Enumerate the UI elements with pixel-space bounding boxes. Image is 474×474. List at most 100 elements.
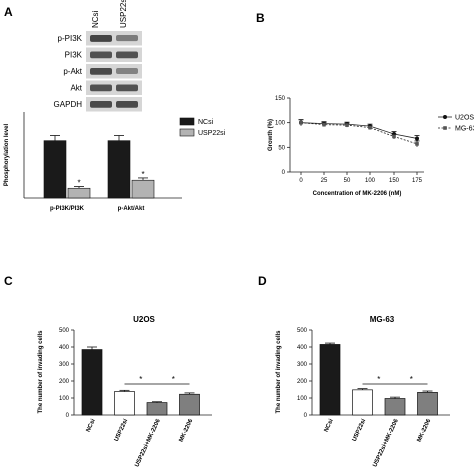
d-y-tick-label-200: 200 bbox=[297, 379, 308, 385]
chart-c-u2os-invasion: 0 100 200 300 400 500 U2OS The number of invadi… bbox=[38, 315, 212, 468]
d-category-label-ncsi: NCsi bbox=[324, 418, 335, 433]
b-x-label: Concentration of MK-2206 (nM) bbox=[313, 191, 402, 197]
b-y-tick-label-0: 0 bbox=[282, 170, 286, 176]
b-x-tick-label-50: 50 bbox=[344, 178, 351, 184]
d-y-tick-label-400: 400 bbox=[297, 345, 308, 351]
d-y-label: The number of invading cells bbox=[276, 330, 282, 414]
b-point-mg-63-50 bbox=[345, 123, 349, 127]
b-point-mg-63-100 bbox=[368, 125, 372, 130]
d-y-tick-label-100: 100 bbox=[297, 396, 308, 402]
c-category-label-mk-2206: MK-2206 bbox=[178, 418, 194, 444]
c-y-tick-label-200: 200 bbox=[59, 379, 70, 385]
d-y-tick-label-300: 300 bbox=[297, 362, 308, 368]
blot-band-p-akt-lane2 bbox=[116, 68, 138, 74]
blot-band-pi3k-lane1 bbox=[90, 51, 112, 59]
blot-band-p-pi3k-lane1 bbox=[90, 35, 112, 42]
blot-band-gapdh-lane2 bbox=[116, 101, 138, 108]
c-category-label-ncsi: NCsi bbox=[86, 418, 97, 433]
c-title: U2OS bbox=[133, 315, 155, 324]
b-point-u2os-175 bbox=[415, 136, 419, 141]
western-blot: NCsi USP22si p-PI3K PI3K p-Akt Akt GAPDH bbox=[54, 0, 142, 112]
panel-label-a: A bbox=[4, 5, 13, 19]
c-significance-mark-1: * bbox=[139, 375, 142, 384]
b-legend-marker-mg-63 bbox=[443, 126, 447, 130]
d-bar-ncsi bbox=[319, 344, 341, 416]
blot-band-p-pi3k-lane2 bbox=[116, 35, 138, 42]
a-y-label: Phosphorylation level bbox=[4, 124, 10, 187]
b-point-mg-63-150 bbox=[392, 134, 396, 139]
d-category-label-usp22si: USP22si bbox=[352, 418, 368, 443]
a-legend-label-usp22si: USP22si bbox=[198, 130, 226, 137]
c-y-label: The number of invading cells bbox=[38, 330, 44, 414]
c-y-tick-label-300: 300 bbox=[59, 362, 70, 368]
blot-lane-ncsi: NCsi bbox=[91, 10, 100, 28]
c-bar-usp22si-mk-2206 bbox=[146, 402, 168, 416]
b-x-tick-label-25: 25 bbox=[321, 178, 328, 184]
b-line-u2os bbox=[300, 122, 418, 139]
panel-label-d: D bbox=[258, 274, 267, 288]
blot-band-akt-lane1 bbox=[90, 84, 112, 92]
blot-label-p-pi3k: p-PI3K bbox=[58, 34, 83, 43]
c-significance-mark-2: * bbox=[172, 375, 175, 384]
panel-label-b: B bbox=[256, 11, 265, 25]
panel-label-c: C bbox=[4, 274, 13, 288]
blot-band-akt-lane2 bbox=[116, 84, 138, 92]
a-legend-swatch-usp22si bbox=[179, 128, 195, 137]
b-y-tick-label-150: 150 bbox=[275, 96, 286, 102]
b-legend-label-u2os: U2OS bbox=[455, 115, 474, 122]
b-point-mg-63-175 bbox=[415, 142, 419, 146]
a-significance-p-pi3k-pi3k: * bbox=[77, 179, 80, 188]
blot-label-pi3k: PI3K bbox=[65, 51, 83, 60]
a-category-label-p-akt-akt: p-Akt/Akt bbox=[118, 206, 145, 212]
d-y-tick-label-0: 0 bbox=[304, 413, 308, 419]
a-category-label-p-pi3k-pi3k: p-PI3K/PI3K bbox=[50, 206, 85, 212]
c-y-tick-label-400: 400 bbox=[59, 345, 70, 351]
blot-label-gapdh: GAPDH bbox=[54, 100, 83, 109]
b-y-label: Growth (%) bbox=[268, 119, 274, 151]
b-x-tick-label-100: 100 bbox=[365, 178, 376, 184]
chart-b-growth: 0 50 100 150 0 25 50 100 150 175 Concentration of … bbox=[268, 96, 474, 197]
b-x-tick-label-0: 0 bbox=[299, 178, 303, 184]
a-legend-swatch-ncsi bbox=[179, 117, 195, 126]
b-legend-marker-u2os bbox=[443, 115, 447, 119]
c-category-label-usp22si: USP22si bbox=[114, 418, 130, 443]
a-bar-p-pi3k-pi3k-usp22si bbox=[67, 187, 91, 199]
b-x-tick-label-150: 150 bbox=[389, 178, 400, 184]
c-category-label-usp22si-mk-2206: USP22si+MK-2206 bbox=[134, 418, 162, 468]
d-bar-usp22si bbox=[352, 389, 373, 416]
a-bar-p-akt-akt-ncsi bbox=[107, 140, 131, 199]
b-x-tick-label-175: 175 bbox=[412, 178, 423, 184]
blot-label-p-akt: p-Akt bbox=[63, 67, 82, 76]
c-y-tick-label-0: 0 bbox=[66, 413, 70, 419]
blot-lane-usp22si: USP22si bbox=[119, 0, 128, 28]
chart-d-mg63-invasion: 0 100 200 300 400 500 MG-63 The number of invad… bbox=[276, 315, 450, 468]
c-y-tick-label-500: 500 bbox=[59, 328, 70, 334]
blot-strip-akt bbox=[86, 80, 142, 95]
a-significance-p-akt-akt: * bbox=[141, 170, 144, 179]
blot-band-p-akt-lane1 bbox=[90, 68, 112, 75]
b-y-tick-label-100: 100 bbox=[275, 121, 286, 127]
b-y-tick-label-50: 50 bbox=[278, 145, 285, 151]
blot-strip-pi3k bbox=[86, 47, 142, 62]
blot-strip-gapdh bbox=[86, 97, 142, 112]
c-y-tick-label-100: 100 bbox=[59, 396, 70, 402]
d-y-tick-label-500: 500 bbox=[297, 328, 308, 334]
d-bar-mk-2206 bbox=[417, 392, 438, 416]
blot-band-pi3k-lane2 bbox=[116, 51, 138, 59]
d-category-label-mk-2206: MK-2206 bbox=[416, 418, 432, 444]
c-bar-ncsi bbox=[81, 349, 103, 416]
c-bar-mk-2206 bbox=[179, 393, 200, 416]
b-line-mg-63 bbox=[300, 122, 418, 145]
blot-label-akt: Akt bbox=[70, 84, 82, 93]
b-legend-label-mg-63: MG-63 bbox=[455, 126, 474, 133]
a-legend-label-ncsi: NCsi bbox=[198, 119, 214, 126]
a-bar-p-pi3k-pi3k-ncsi bbox=[43, 140, 67, 199]
d-title: MG-63 bbox=[370, 315, 395, 324]
d-significance-mark-2: * bbox=[410, 375, 413, 384]
d-significance-mark-1: * bbox=[377, 375, 380, 384]
blot-strip-p-akt bbox=[86, 64, 142, 79]
b-point-mg-63-0 bbox=[299, 120, 303, 125]
b-point-mg-63-25 bbox=[322, 122, 326, 127]
d-bar-usp22si-mk-2206 bbox=[384, 398, 406, 416]
